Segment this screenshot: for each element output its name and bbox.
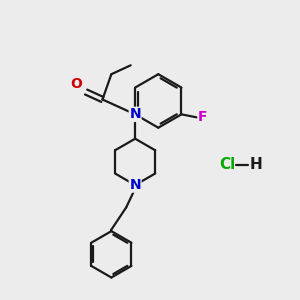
Text: H: H: [249, 158, 262, 172]
Text: F: F: [198, 110, 207, 124]
Text: O: O: [71, 76, 82, 91]
Text: N: N: [129, 107, 141, 121]
Text: Cl: Cl: [219, 158, 236, 172]
Text: N: N: [129, 178, 141, 192]
